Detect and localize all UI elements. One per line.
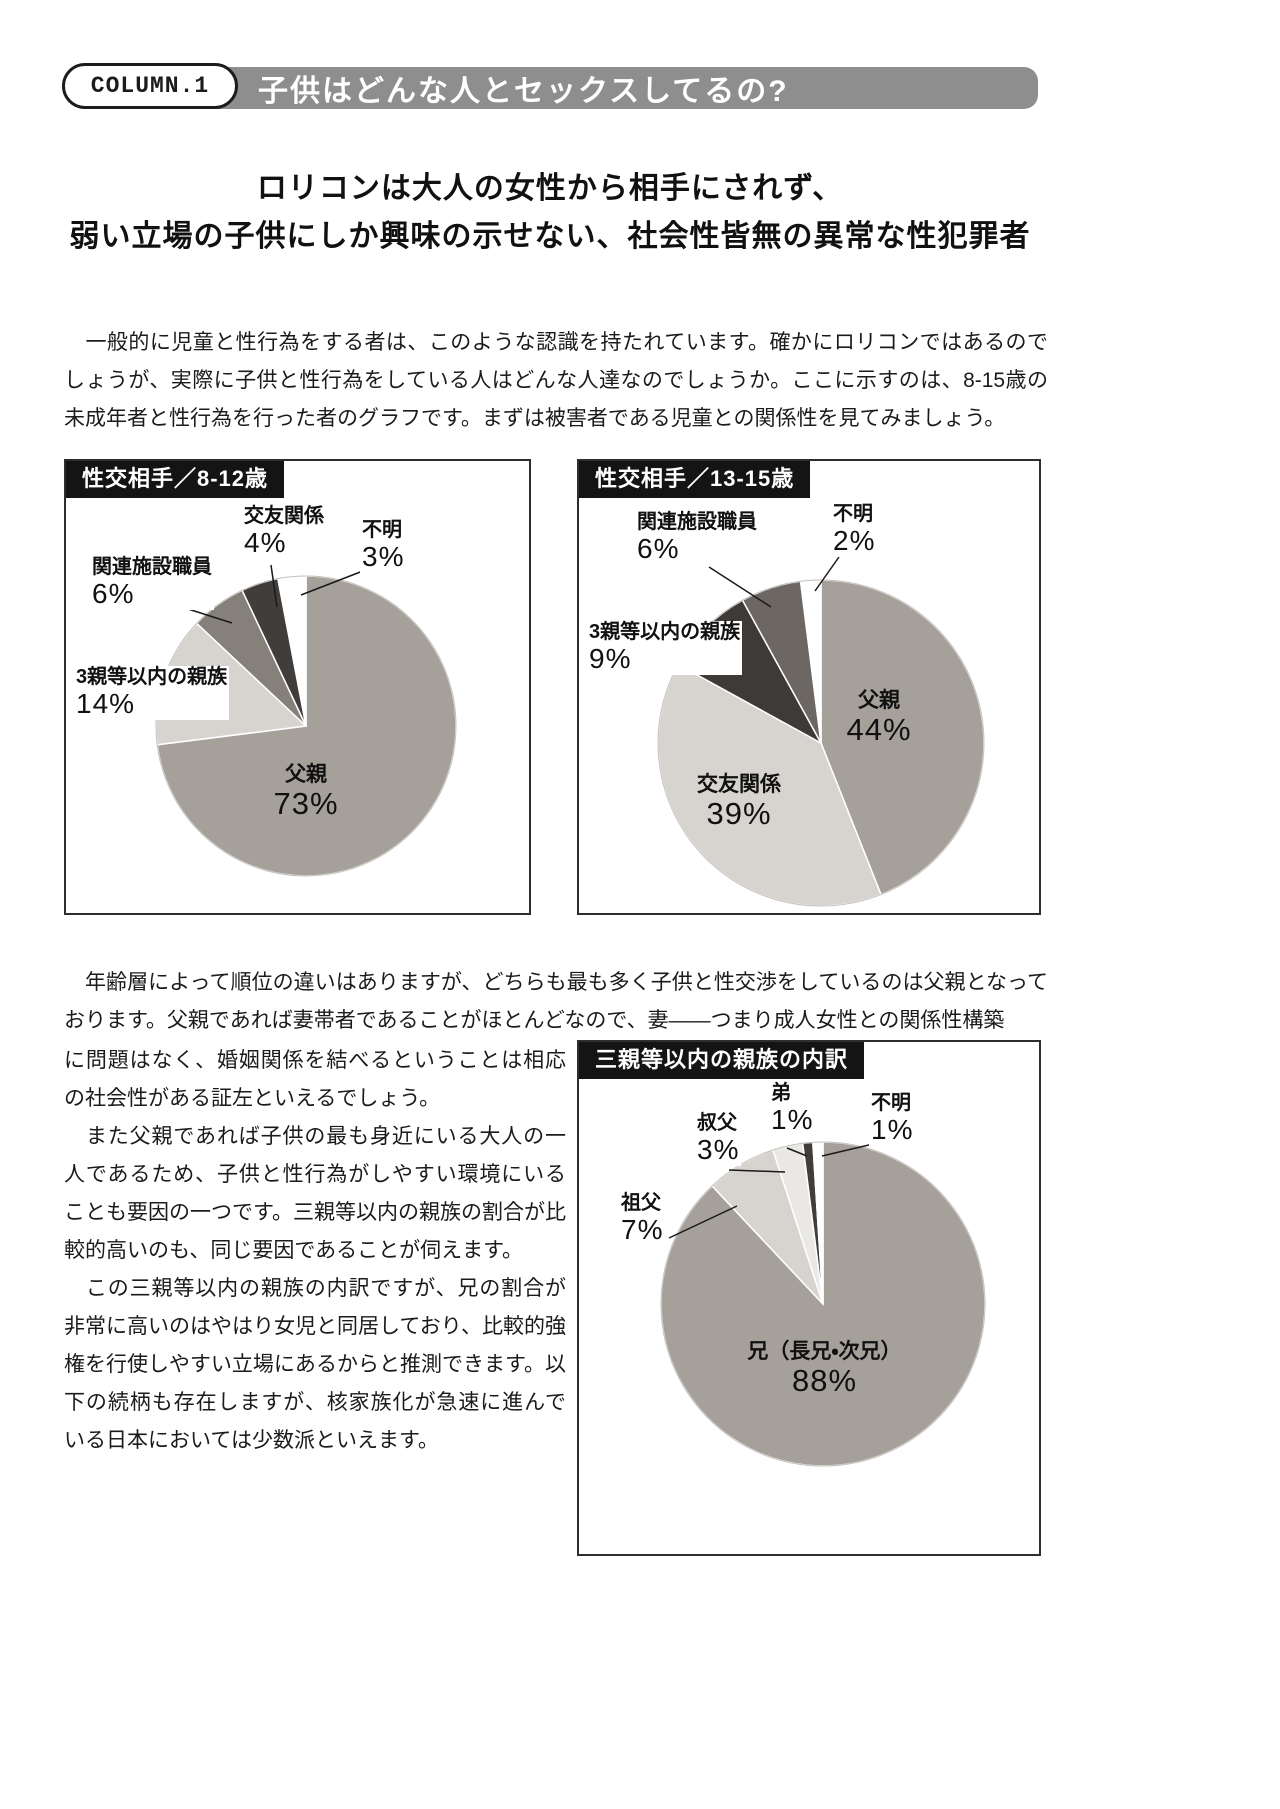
leader-line-uncle: [728, 1169, 786, 1173]
pie-label-father: 父親 73%: [273, 763, 339, 821]
pie-label-unknown: 不明 3%: [360, 519, 407, 573]
lead-line-2: 弱い立場の子供にしか興味の示せない、社会性皆無の異常な性犯罪者: [69, 220, 1031, 253]
pie-label-acquaintance: 交友関係 39%: [697, 773, 781, 831]
paragraph-intro: 一般的に児童と性行為をする者は、このような認識を持たれています。確かにロリコンで…: [64, 331, 1048, 430]
pie-label-unknown: 不明 1%: [869, 1092, 916, 1146]
title-bar: 子供はどんな人とセックスしてるの?: [82, 67, 1038, 109]
paragraph-relatives-breakdown: この三親等以内の親族の内訳ですが、兄の割合が非常に高いのはやはり女児と同居してお…: [64, 1277, 566, 1452]
pie-outline: [155, 575, 457, 877]
page-title: 子供はどんな人とセックスしてるの?: [258, 75, 789, 108]
paragraph-analysis-cont: に問題はなく、婚姻関係を結べるということは相応の社会性がある証左といえるでしょう…: [64, 1049, 566, 1110]
pie-label-older-brother: 兄（長兄・次兄） 88%: [747, 1340, 902, 1398]
column-badge-label: COLUMN.1: [90, 73, 210, 99]
pie-label-unknown: 不明 2%: [831, 503, 878, 557]
pie-label-younger-brother: 弟 1%: [769, 1082, 816, 1136]
pie-label-facility-staff: 関連施設職員 6%: [90, 556, 214, 610]
chart-title: 三親等以内の親族の内訳: [579, 1042, 865, 1079]
pie-chart-relatives-breakdown: [660, 1141, 986, 1467]
lead-heading: ロリコンは大人の女性から相手にされず、 弱い立場の子供にしか興味の示せない、社会…: [50, 165, 1050, 261]
pie-label-father: 父親 44%: [846, 689, 912, 747]
chart-box-age-13-15: 性交相手／13-15歳 父親 44% 交友関係 39% 3親等以内の親族 9% …: [577, 459, 1041, 915]
leader-line-acquaintance: [270, 564, 278, 608]
leader-line-unknown: [814, 556, 840, 592]
leader-line-facility-staff: [708, 566, 772, 608]
chart-title: 性交相手／8-12歳: [66, 461, 285, 498]
pie-label-facility-staff: 関連施設職員 6%: [635, 511, 759, 565]
lead-line-1: ロリコンは大人の女性から相手にされず、: [256, 172, 844, 205]
pie-label-grandfather: 祖父 7%: [619, 1192, 666, 1246]
column-badge: COLUMN.1: [62, 63, 238, 109]
leader-line-grandfather: [668, 1205, 738, 1239]
leader-line-younger-brother: [786, 1147, 808, 1157]
paragraph-analysis: 年齢層によって順位の違いはありますが、どちらも最も多く子供と性交渉をしているのは…: [64, 971, 1048, 1032]
pie-chart-age-8-12: [149, 564, 457, 877]
leader-line-unknown: [300, 568, 369, 596]
left-column: に問題はなく、婚姻関係を結べるということは相応の社会性がある証左といえるでしょう…: [64, 1042, 566, 1460]
pie-chart-age-13-15: [638, 556, 985, 907]
paragraph-father-proximity: また父親であれば子供の最も身近にいる大人の一人であるため、子供と性行為がしやすい…: [64, 1125, 566, 1262]
pie-outline: [657, 579, 985, 907]
pie-label-acquaintance: 交友関係 4%: [242, 505, 326, 559]
chart-box-age-8-12: 性交相手／8-12歳 父親 73% 3親等以内の親族 14% 関連施設職員 6%…: [64, 459, 531, 915]
pie-label-relatives: 3親等以内の親族 14%: [74, 666, 230, 720]
pie-label-uncle: 叔父 3%: [695, 1112, 742, 1166]
chart-box-relatives-breakdown: 三親等以内の親族の内訳 兄（長兄・次兄） 88% 祖父 7% 叔父 3% 弟 1…: [577, 1040, 1041, 1556]
pie-label-relatives: 3親等以内の親族 9%: [587, 621, 743, 675]
pie-outline: [660, 1141, 986, 1467]
chart-title: 性交相手／13-15歳: [579, 461, 811, 498]
leader-line-unknown: [821, 1143, 874, 1157]
